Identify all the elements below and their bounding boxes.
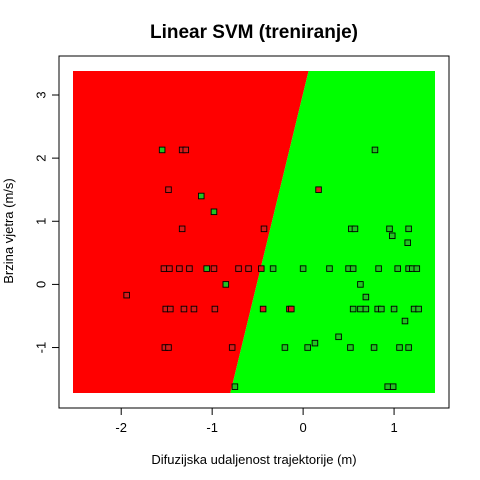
data-point [288, 305, 295, 313]
y-tick-label: 1 [34, 218, 49, 225]
data-point [357, 281, 364, 288]
data-point [389, 232, 396, 240]
y-tick-label: -1 [34, 342, 49, 354]
y-tick-label: 2 [34, 155, 49, 162]
data-point [269, 265, 277, 272]
data-point [176, 265, 183, 272]
data-point [371, 146, 379, 154]
data-point [203, 265, 210, 272]
x-tick-label: 1 [390, 420, 397, 435]
data-point [405, 344, 412, 351]
data-point [158, 146, 166, 154]
x-axis-label: Difuzijska udaljenost trajektorije (m) [151, 452, 356, 467]
data-point [180, 305, 188, 313]
y-axis: -1 0 1 2 3 [34, 91, 60, 353]
data-point [231, 383, 239, 390]
x-tick-label: -1 [206, 420, 218, 435]
x-tick-label: 0 [299, 420, 306, 435]
data-point [211, 305, 219, 313]
data-point [415, 305, 422, 313]
y-axis-label: Brzina vjetra (m/s) [1, 178, 16, 283]
data-point [259, 305, 267, 313]
data-point [394, 265, 401, 272]
data-point [362, 293, 370, 301]
data-point [375, 265, 382, 272]
data-point [349, 305, 357, 313]
data-point [190, 305, 198, 313]
data-point [197, 192, 205, 200]
data-point [245, 265, 252, 272]
data-point [362, 305, 370, 313]
data-point [347, 344, 354, 351]
data-point [378, 305, 385, 313]
data-point [311, 339, 319, 347]
x-axis: -2 -1 0 1 [115, 407, 398, 435]
decision-region-red [73, 71, 309, 393]
data-point [405, 225, 412, 233]
data-point [357, 305, 364, 313]
data-point [401, 317, 409, 325]
data-point [384, 383, 391, 390]
data-point [386, 225, 393, 233]
data-point [228, 344, 236, 351]
data-points [123, 146, 422, 390]
data-point [210, 265, 218, 272]
data-point [396, 344, 403, 351]
data-point [335, 333, 342, 341]
data-point [165, 186, 172, 193]
y-tick-label: 0 [34, 281, 49, 288]
data-point [304, 344, 311, 351]
data-point [299, 265, 307, 272]
decision-region-green [230, 71, 435, 393]
data-point [413, 265, 421, 272]
data-point [182, 146, 190, 154]
data-point [222, 281, 230, 288]
data-point [281, 344, 289, 351]
data-point [235, 265, 242, 272]
data-point [178, 225, 186, 233]
data-point [260, 225, 268, 233]
data-point [167, 305, 174, 313]
data-point [326, 265, 333, 272]
y-tick-label: 3 [34, 91, 49, 98]
x-tick-label: -2 [115, 420, 127, 435]
data-point [166, 265, 173, 272]
data-point [258, 265, 265, 272]
data-point [351, 225, 359, 233]
data-point [160, 265, 168, 272]
data-point [210, 208, 218, 216]
data-point [370, 344, 378, 351]
data-point [404, 239, 411, 246]
plot-area [58, 55, 450, 409]
data-point [315, 186, 322, 193]
data-point [165, 344, 172, 351]
data-point [186, 265, 193, 272]
data-point [389, 383, 397, 390]
data-point [349, 265, 357, 272]
data-point [123, 291, 130, 299]
chart-title: Linear SVM (treniranje) [150, 22, 358, 43]
data-point [390, 305, 398, 313]
